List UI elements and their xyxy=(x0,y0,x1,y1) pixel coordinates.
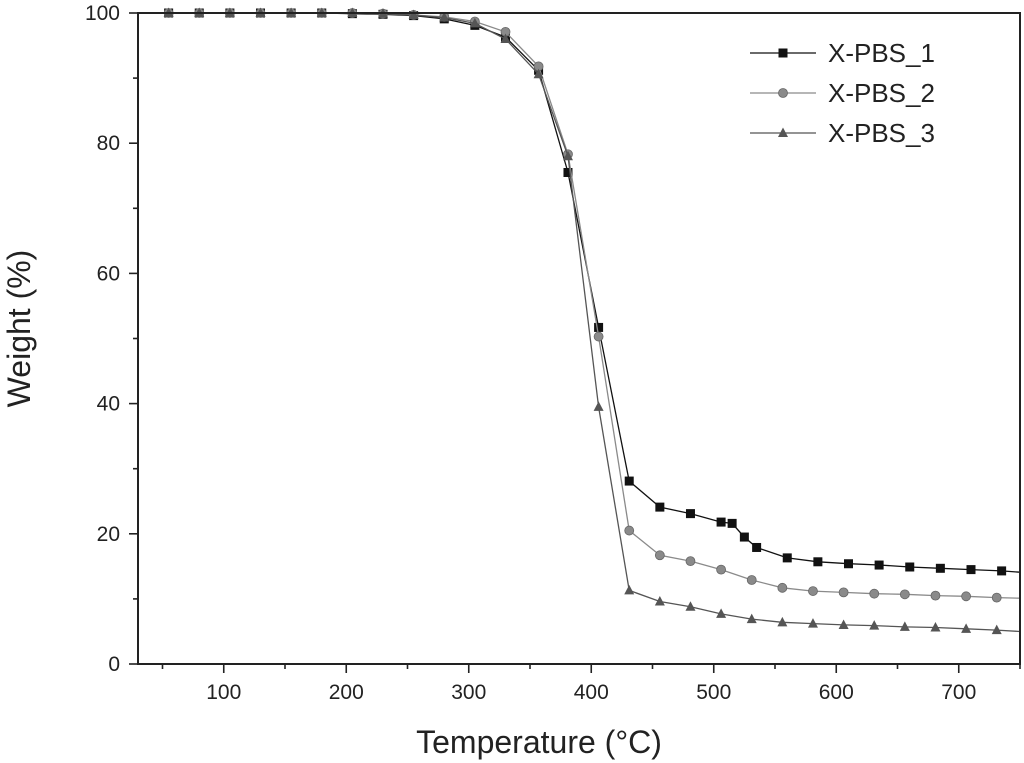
data-point xyxy=(966,565,976,575)
data-point xyxy=(869,588,880,599)
legend-marker xyxy=(778,88,788,98)
data-point xyxy=(746,575,757,585)
x-tick-label: 700 xyxy=(941,681,976,704)
y-axis-title: Weight (%) xyxy=(1,250,37,408)
data-point xyxy=(654,550,665,561)
data-point xyxy=(777,616,788,627)
data-point xyxy=(593,401,604,411)
x-tick-label: 500 xyxy=(696,681,731,704)
data-point xyxy=(593,331,604,342)
data-point xyxy=(469,17,480,28)
data-point xyxy=(716,517,726,527)
y-tick-label: 80 xyxy=(97,132,120,155)
data-point xyxy=(807,618,818,628)
x-tick-label: 200 xyxy=(329,681,364,704)
legend-marker xyxy=(778,48,788,58)
data-point xyxy=(961,591,971,602)
data-point xyxy=(624,476,634,486)
data-point xyxy=(991,624,1002,635)
x-tick-label: 600 xyxy=(819,681,854,704)
y-tick-label: 100 xyxy=(85,2,120,25)
data-point xyxy=(562,150,573,161)
data-point xyxy=(685,556,696,567)
data-point xyxy=(838,587,849,598)
legend-label: X-PBS_3 xyxy=(828,118,935,148)
plot-frame xyxy=(137,12,1021,665)
data-point xyxy=(716,564,726,575)
data-point xyxy=(930,590,941,601)
legend-label: X-PBS_2 xyxy=(828,78,935,108)
data-point xyxy=(685,509,695,519)
data-point xyxy=(899,589,910,600)
data-point xyxy=(594,322,604,332)
data-point xyxy=(874,560,884,570)
data-point xyxy=(685,601,696,611)
data-point xyxy=(746,613,757,624)
data-point xyxy=(624,525,635,536)
x-tick-label: 100 xyxy=(206,681,241,704)
data-point xyxy=(869,620,880,630)
axis-ticks: 100 200 300 400 500 600 700 0 20 40 60 80 100 xyxy=(85,2,1021,704)
legend-marker xyxy=(778,127,788,137)
data-point xyxy=(961,623,972,633)
legend: X-PBS_1 X-PBS_2 X-PBS_3 xyxy=(750,38,935,148)
data-point xyxy=(899,621,910,631)
data-point xyxy=(782,553,792,563)
data-point xyxy=(654,596,665,606)
data-point xyxy=(439,12,450,22)
data-point xyxy=(997,566,1007,576)
data-point xyxy=(838,619,849,629)
data-point xyxy=(752,542,762,552)
data-point xyxy=(905,562,915,572)
data-point xyxy=(727,518,737,528)
data-point xyxy=(624,584,635,595)
data-point xyxy=(716,608,727,618)
y-tick-label: 20 xyxy=(97,523,120,546)
data-point xyxy=(991,592,1002,603)
x-tick-label: 400 xyxy=(574,681,609,704)
x-axis-title: Temperature (°C) xyxy=(416,724,662,760)
y-tick-label: 60 xyxy=(97,262,120,285)
data-point xyxy=(655,502,665,512)
plot-area: 100 200 300 400 500 600 700 0 20 40 60 80 100 xyxy=(85,2,1021,704)
y-tick-label: 40 xyxy=(97,393,120,416)
data-point xyxy=(930,622,941,632)
y-tick-label: 0 xyxy=(108,653,120,676)
x-tick-label: 300 xyxy=(451,681,486,704)
data-point xyxy=(500,33,511,44)
data-point xyxy=(808,586,818,596)
legend-label: X-PBS_1 xyxy=(828,38,935,68)
data-point xyxy=(935,563,945,573)
data-point xyxy=(533,68,544,79)
data-point xyxy=(813,557,823,567)
data-point xyxy=(739,532,749,542)
data-point xyxy=(844,559,853,569)
data-point xyxy=(777,582,788,593)
data-point xyxy=(563,167,573,177)
data-point xyxy=(408,9,419,19)
